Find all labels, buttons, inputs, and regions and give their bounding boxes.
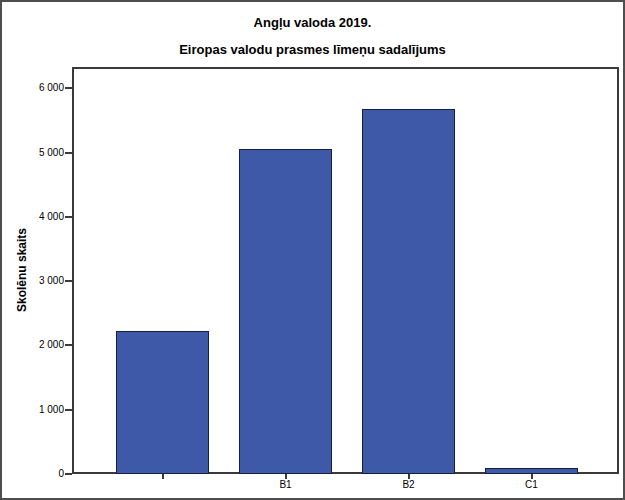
x-category-label: C1 — [487, 479, 577, 490]
y-tick-mark — [65, 152, 72, 154]
y-tick-label: 1 000 — [12, 404, 64, 416]
y-tick-mark — [65, 344, 72, 346]
y-tick-mark — [65, 280, 72, 282]
chart-title: Angļu valoda 2019. — [2, 15, 623, 30]
bar — [116, 331, 209, 474]
y-tick-label: 2 000 — [12, 339, 64, 351]
y-axis-title: Skolēnu skaits — [15, 228, 29, 312]
chart-subtitle: Eiropas valodu prasmes līmeņu sadalījums — [2, 42, 623, 57]
y-tick-mark — [65, 473, 72, 475]
y-tick-mark — [65, 409, 72, 411]
y-tick-mark — [65, 216, 72, 218]
bar — [362, 109, 455, 474]
y-tick-label: 0 — [12, 468, 64, 480]
bar — [239, 149, 332, 474]
y-tick-label: 4 000 — [12, 211, 64, 223]
x-tick-mark — [162, 474, 164, 479]
y-tick-label: 5 000 — [12, 147, 64, 159]
chart-figure: Angļu valoda 2019. Eiropas valodu prasme… — [0, 0, 625, 500]
x-category-label: B1 — [241, 479, 331, 490]
x-category-label: B2 — [364, 479, 454, 490]
y-tick-mark — [65, 87, 72, 89]
y-tick-label: 3 000 — [12, 275, 64, 287]
y-tick-label: 6 000 — [12, 82, 64, 94]
